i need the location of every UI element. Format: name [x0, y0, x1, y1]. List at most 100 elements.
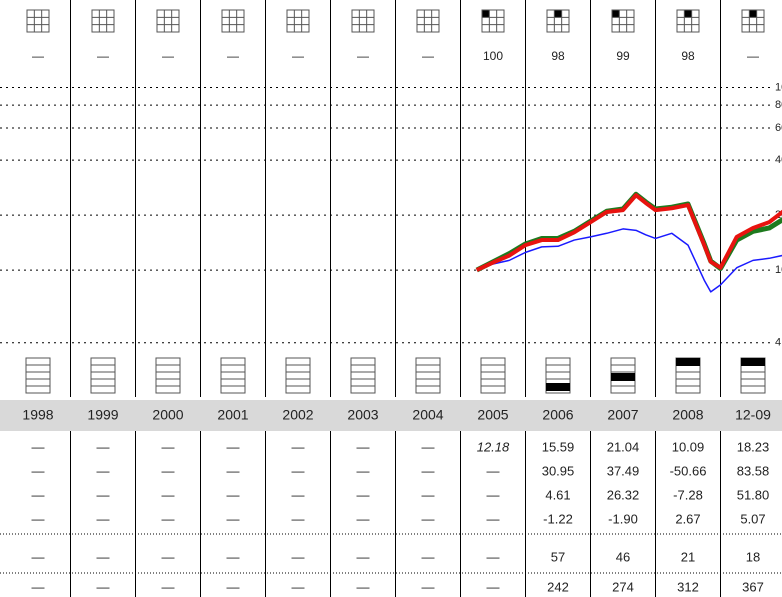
- table-cell: —: [292, 579, 305, 594]
- sector-bar: [546, 383, 570, 391]
- table-cell: —: [32, 549, 45, 564]
- table-cell: —: [292, 549, 305, 564]
- style-cell: [554, 10, 562, 18]
- year-band: [0, 400, 782, 431]
- y-tick-label: 80: [775, 99, 782, 111]
- sector-bar: [611, 373, 635, 381]
- table-cell: —: [487, 487, 500, 502]
- table-cell: —: [162, 487, 175, 502]
- table-cell: —: [97, 579, 110, 594]
- table-cell: —: [97, 549, 110, 564]
- table-cell: 46: [616, 549, 630, 564]
- table-cell: 30.95: [542, 463, 575, 478]
- table-cell: —: [227, 463, 240, 478]
- sector-bar: [676, 358, 700, 366]
- sector-box: [545, 357, 571, 394]
- table-cell: —: [422, 511, 435, 526]
- table-cell: 51.80: [737, 487, 770, 502]
- table-cell: 37.49: [607, 463, 640, 478]
- table-cell: 15.59: [542, 439, 575, 454]
- style-box: [351, 9, 375, 33]
- year-label: 2005: [477, 407, 508, 423]
- table-cell: —: [487, 549, 500, 564]
- table-cell: —: [292, 511, 305, 526]
- sector-box: [220, 357, 246, 394]
- table-cell: 367: [742, 579, 764, 594]
- style-box: [741, 9, 765, 33]
- year-label: 2003: [347, 407, 378, 423]
- table-cell: 242: [547, 579, 569, 594]
- table-cell: —: [32, 579, 45, 594]
- style-value: —: [227, 49, 239, 63]
- table-cell: 26.32: [607, 487, 640, 502]
- style-cell: [749, 10, 757, 18]
- table-cell: —: [97, 511, 110, 526]
- table-cell: —: [357, 549, 370, 564]
- sector-box: [480, 357, 506, 394]
- style-box: [286, 9, 310, 33]
- table-cell: —: [357, 487, 370, 502]
- style-value: —: [97, 49, 109, 63]
- style-box: [221, 9, 245, 33]
- table-cell: —: [422, 439, 435, 454]
- style-box: [416, 9, 440, 33]
- year-label: 2006: [542, 407, 573, 423]
- table-cell: —: [487, 579, 500, 594]
- style-box: [676, 9, 700, 33]
- table-cell: —: [32, 511, 45, 526]
- table-cell: —: [227, 579, 240, 594]
- table-cell: —: [292, 487, 305, 502]
- table-cell: 312: [677, 579, 699, 594]
- style-value: 100: [483, 49, 503, 63]
- table-cell: —: [422, 579, 435, 594]
- style-value: 98: [551, 49, 565, 63]
- year-label: 2007: [607, 407, 638, 423]
- style-box: [26, 9, 50, 33]
- style-value: —: [747, 49, 759, 63]
- style-value: —: [32, 49, 44, 63]
- y-tick-label: 100: [775, 81, 782, 93]
- table-cell: 57: [551, 549, 565, 564]
- table-cell: —: [357, 463, 370, 478]
- table-cell: —: [97, 439, 110, 454]
- year-label: 2004: [412, 407, 443, 423]
- style-box: [156, 9, 180, 33]
- table-cell: —: [227, 549, 240, 564]
- table-cell: —: [32, 463, 45, 478]
- y-tick-label: 60: [775, 122, 782, 134]
- year-label: 1998: [22, 407, 53, 423]
- table-cell: —: [292, 439, 305, 454]
- table-cell: —: [227, 439, 240, 454]
- style-box: [546, 9, 570, 33]
- sector-bar: [741, 358, 765, 366]
- table-cell: —: [162, 549, 175, 564]
- table-cell: —: [487, 511, 500, 526]
- year-label: 2008: [672, 407, 703, 423]
- table-cell: —: [97, 487, 110, 502]
- sector-box: [350, 357, 376, 394]
- table-cell: —: [357, 579, 370, 594]
- year-label: 1999: [87, 407, 118, 423]
- table-cell: —: [162, 579, 175, 594]
- table-cell: —: [97, 463, 110, 478]
- y-tick-label: 4: [775, 337, 781, 349]
- style-value: —: [292, 49, 304, 63]
- style-cell: [612, 10, 620, 18]
- y-tick-label: 40: [775, 154, 782, 166]
- year-label: 2001: [217, 407, 248, 423]
- table-cell: 4.61: [545, 487, 570, 502]
- table-cell: 5.07: [740, 511, 765, 526]
- sector-box: [155, 357, 181, 394]
- table-cell: -50.66: [670, 463, 707, 478]
- table-cell: 274: [612, 579, 634, 594]
- style-box: [481, 9, 505, 33]
- table-cell: —: [422, 487, 435, 502]
- sector-box: [285, 357, 311, 394]
- table-cell: 18.23: [737, 439, 770, 454]
- sector-box: [415, 357, 441, 394]
- style-cell: [684, 10, 692, 18]
- table-cell: —: [227, 487, 240, 502]
- style-value: —: [422, 49, 434, 63]
- year-label: 12-09: [735, 407, 771, 423]
- table-cell: —: [422, 463, 435, 478]
